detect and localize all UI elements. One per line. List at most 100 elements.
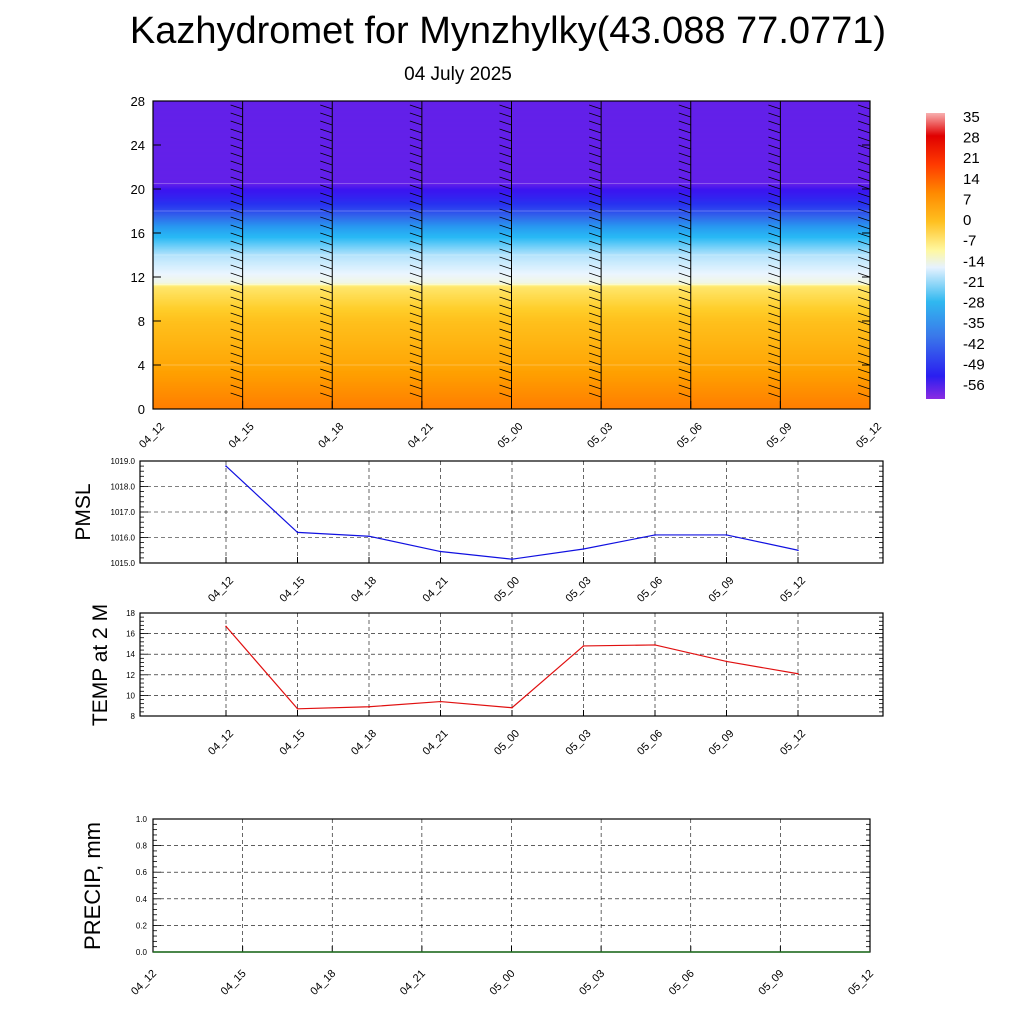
x-tick-label: 04_15 — [219, 968, 249, 998]
wind-barb — [153, 300, 154, 301]
wind-barb — [153, 172, 154, 173]
wind-barb — [230, 200, 243, 206]
wind-barb — [588, 296, 602, 302]
wind-barb — [153, 116, 154, 117]
wind-barb — [409, 360, 423, 366]
pmsl-data-point — [511, 558, 513, 560]
y-tick-label: 16 — [126, 630, 135, 639]
wind-barb — [499, 328, 512, 334]
wind-barb — [768, 144, 781, 150]
wind-barb — [409, 176, 423, 182]
x-tick-label: 05_00 — [496, 421, 526, 451]
wind-barb — [768, 192, 781, 198]
wind-barb — [409, 296, 423, 302]
wind-barb — [230, 128, 243, 134]
wind-barb — [153, 388, 154, 389]
wind-barb — [153, 212, 154, 213]
wind-barb — [857, 160, 870, 166]
colorbar-label: 0 — [963, 212, 971, 229]
wind-barb — [499, 304, 512, 310]
temp2m-data-point — [368, 705, 370, 708]
wind-barb — [588, 248, 602, 254]
wind-barb — [768, 176, 781, 182]
wind-barb — [678, 176, 691, 182]
wind-barb — [320, 224, 333, 230]
wind-barb — [499, 240, 512, 246]
wind-barb — [678, 304, 691, 310]
wind-barb — [768, 248, 781, 254]
wind-barb — [153, 260, 154, 261]
wind-barb — [409, 168, 423, 174]
colorbar-label: -56 — [963, 377, 985, 394]
wind-barb — [409, 328, 423, 334]
wind-barb — [409, 320, 423, 326]
wind-barb — [230, 216, 243, 222]
wind-barb — [588, 136, 602, 142]
x-tick-label: 04_12 — [206, 575, 236, 605]
wind-barb — [857, 112, 870, 118]
wind-barb — [768, 344, 781, 350]
wind-barb — [230, 160, 243, 166]
wind-barb — [588, 192, 602, 198]
y-tick-label: 1015.0 — [111, 559, 136, 568]
wind-barb — [768, 184, 781, 190]
wind-barb — [230, 384, 243, 390]
wind-barb — [588, 320, 602, 326]
wind-barb — [153, 268, 154, 269]
wind-barb — [857, 176, 870, 182]
wind-barb — [588, 312, 602, 318]
wind-barb — [768, 368, 781, 374]
wind-barb — [153, 180, 154, 181]
wind-barb — [499, 360, 512, 366]
wind-barb — [588, 168, 602, 174]
x-tick-label: 05_12 — [846, 968, 876, 998]
wind-barb — [857, 336, 870, 342]
wind-barb — [857, 272, 870, 278]
wind-barb — [499, 288, 512, 294]
temp2m-frame — [139, 612, 884, 717]
wind-barb — [499, 392, 512, 398]
y-tick-label: 16 — [131, 226, 145, 241]
wind-barb — [499, 344, 512, 350]
wind-barb — [320, 136, 333, 142]
wind-barb — [499, 192, 512, 198]
wind-barb — [320, 328, 333, 334]
wind-barb — [409, 160, 423, 166]
wind-barb — [409, 248, 423, 254]
wind-barb — [409, 368, 423, 374]
wind-barb — [768, 336, 781, 342]
x-tick-label: 05_03 — [564, 575, 594, 605]
wind-barb — [768, 104, 781, 110]
wind-barb — [768, 288, 781, 294]
wind-barb — [230, 176, 243, 182]
wind-barb — [678, 136, 691, 142]
x-tick-label: 05_06 — [635, 575, 665, 605]
x-tick-label: 04_15 — [278, 575, 308, 605]
wind-barb — [768, 264, 781, 270]
y-tick-label: 12 — [126, 671, 135, 680]
wind-barb — [857, 280, 870, 286]
wind-barb — [230, 288, 243, 294]
wind-barb — [230, 296, 243, 302]
wind-barb — [409, 120, 423, 126]
wind-barb — [230, 224, 243, 230]
wind-barb — [768, 328, 781, 334]
wind-barb — [857, 136, 870, 142]
wind-barb — [768, 360, 781, 366]
wind-barb — [320, 120, 333, 126]
temp2m-data-point — [582, 645, 585, 647]
wind-barb — [499, 256, 512, 262]
wind-barb — [409, 376, 423, 382]
wind-barb — [678, 256, 691, 262]
wind-barb — [678, 264, 691, 270]
wind-barb — [678, 328, 691, 334]
wind-barb — [499, 272, 512, 278]
wind-barb — [499, 264, 512, 270]
wind-barb — [499, 296, 512, 302]
wind-barb — [678, 312, 691, 318]
wind-barb — [409, 144, 423, 150]
wind-barb — [320, 352, 333, 358]
temp2m-data-point — [797, 672, 799, 675]
wind-barb — [230, 352, 243, 358]
